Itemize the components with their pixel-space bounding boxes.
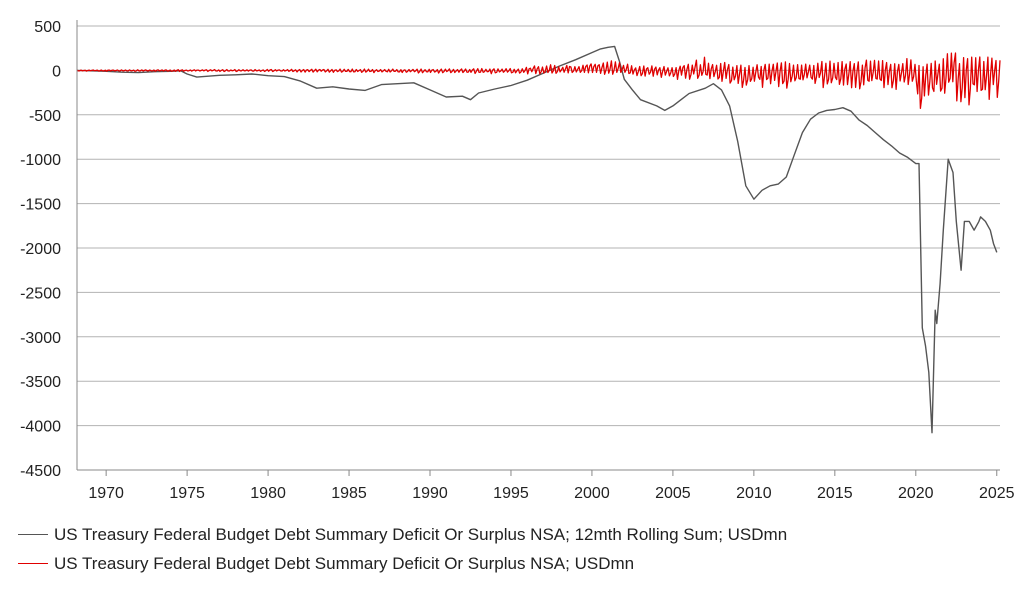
x-tick-label: 2005 [655,485,691,502]
series-line-rolling-sum [76,45,998,434]
plot-area [76,45,1001,434]
legend-label: US Treasury Federal Budget Debt Summary … [54,553,635,573]
x-tick-label: 1990 [412,485,448,502]
legend-item: US Treasury Federal Budget Debt Summary … [18,520,787,549]
legend-label: US Treasury Federal Budget Debt Summary … [54,524,788,544]
x-tick-label: 1975 [169,485,205,502]
y-tick-label: -1500 [20,197,61,214]
y-tick-label: -500 [29,108,61,125]
grid-lines [77,25,1000,471]
y-tick-label: 0 [52,63,61,80]
y-tick-label: -4500 [20,463,61,480]
y-tick-label: -4000 [20,419,61,436]
legend: US Treasury Federal Budget Debt Summary … [18,520,787,578]
x-tick-label: 2025 [979,485,1015,502]
x-tick-label: 1980 [250,485,286,502]
series-line-monthly [76,52,1001,110]
y-tick-label: -3000 [20,330,61,347]
y-tick-label: 500 [34,19,61,36]
y-tick-label: -1000 [20,152,61,169]
x-tick-label: 2020 [898,485,934,502]
x-tick-label: 1995 [493,485,529,502]
legend-swatch [18,534,48,535]
y-tick-label: -3500 [20,374,61,391]
x-tick-label: 2015 [817,485,853,502]
y-tick-label: -2500 [20,285,61,302]
x-tick-label: 1985 [331,485,367,502]
legend-swatch [18,563,48,564]
x-tick-label: 2010 [736,485,772,502]
y-tick-label: -2000 [20,241,61,258]
x-tick-label: 2000 [574,485,610,502]
x-tick-label: 1970 [88,485,124,502]
axes: 500 0 -500 -1000 -1500 -2000 -2500 -3000 -3500 -4… [20,19,1015,502]
legend-item: US Treasury Federal Budget Debt Summary … [18,549,787,578]
